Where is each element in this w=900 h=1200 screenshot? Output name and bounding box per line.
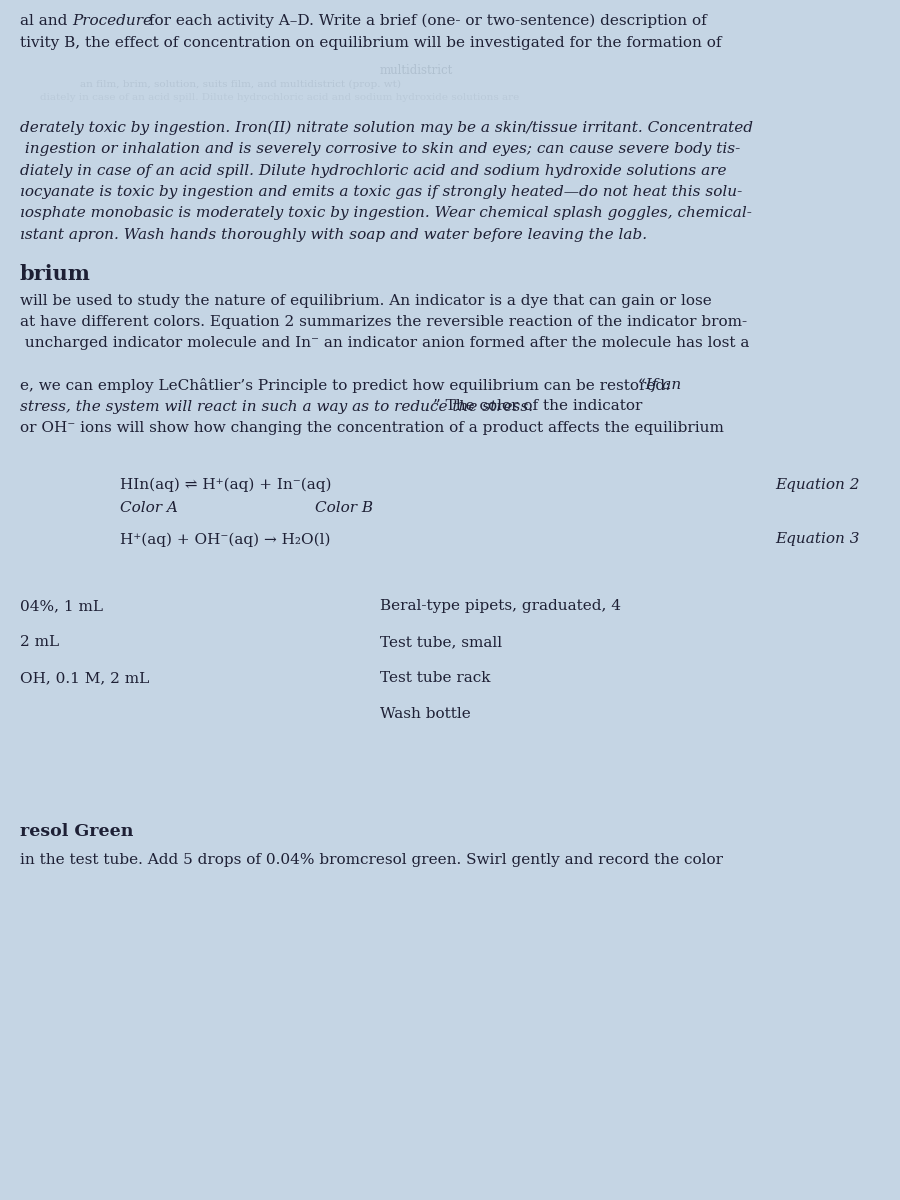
Text: for each activity A–D. Write a brief (one- or two-sentence) description of: for each activity A–D. Write a brief (on… bbox=[144, 14, 706, 29]
Text: diately in case of an acid spill. Dilute hydrochloric acid and sodium hydroxide : diately in case of an acid spill. Dilute… bbox=[40, 94, 519, 102]
Text: multidistrict: multidistrict bbox=[380, 64, 453, 77]
Text: e, we can employ LeChâtlier’s Principle to predict how equilibrium can be restor: e, we can employ LeChâtlier’s Principle … bbox=[20, 378, 675, 392]
Text: Beral-type pipets, graduated, 4: Beral-type pipets, graduated, 4 bbox=[380, 599, 621, 613]
Text: ıosphate monobasic is moderately toxic by ingestion. Wear chemical splash goggle: ıosphate monobasic is moderately toxic b… bbox=[20, 206, 751, 221]
Text: 2 mL: 2 mL bbox=[20, 635, 58, 649]
Text: resol Green: resol Green bbox=[20, 823, 133, 840]
Text: Wash bottle: Wash bottle bbox=[380, 707, 471, 721]
Text: OH, 0.1 M, 2 mL: OH, 0.1 M, 2 mL bbox=[20, 671, 149, 685]
Text: Test tube rack: Test tube rack bbox=[380, 671, 491, 685]
Text: Test tube, small: Test tube, small bbox=[380, 635, 502, 649]
Text: 04%, 1 mL: 04%, 1 mL bbox=[20, 599, 103, 613]
Text: an film, brim, solution, suits film, and multidistrict (prop. wt): an film, brim, solution, suits film, and… bbox=[80, 79, 400, 89]
Text: stress, the system will react in such a way as to reduce the stress.: stress, the system will react in such a … bbox=[20, 400, 533, 414]
Text: ıstant apron. Wash hands thoroughly with soap and water before leaving the lab.: ıstant apron. Wash hands thoroughly with… bbox=[20, 228, 647, 242]
Text: HIn(aq) ⇌ H⁺(aq) + In⁻(aq): HIn(aq) ⇌ H⁺(aq) + In⁻(aq) bbox=[120, 478, 331, 492]
Text: will be used to study the nature of equilibrium. An indicator is a dye that can : will be used to study the nature of equi… bbox=[20, 294, 712, 307]
Text: brium: brium bbox=[20, 264, 91, 283]
Text: tivity B, the effect of concentration on equilibrium will be investigated for th: tivity B, the effect of concentration on… bbox=[20, 36, 721, 49]
Text: al and: al and bbox=[20, 14, 72, 28]
Text: uncharged indicator molecule and In⁻ an indicator anion formed after the molecul: uncharged indicator molecule and In⁻ an … bbox=[20, 336, 749, 350]
Text: H⁺(aq) + OH⁻(aq) → H₂O(l): H⁺(aq) + OH⁻(aq) → H₂O(l) bbox=[120, 533, 330, 547]
Text: or OH⁻ ions will show how changing the concentration of a product affects the eq: or OH⁻ ions will show how changing the c… bbox=[20, 421, 724, 434]
Text: Equation 2: Equation 2 bbox=[776, 478, 860, 492]
Text: ingestion or inhalation and is severely corrosive to skin and eyes; can cause se: ingestion or inhalation and is severely … bbox=[20, 142, 740, 156]
Text: Equation 3: Equation 3 bbox=[776, 533, 860, 546]
Text: Color B: Color B bbox=[315, 502, 374, 515]
Text: diately in case of an acid spill. Dilute hydrochloric acid and sodium hydroxide : diately in case of an acid spill. Dilute… bbox=[20, 163, 726, 178]
Text: derately toxic by ingestion. Iron(II) nitrate solution may be a skin/tissue irri: derately toxic by ingestion. Iron(II) ni… bbox=[20, 120, 752, 134]
Text: ” The color of the indicator: ” The color of the indicator bbox=[433, 400, 643, 414]
Text: Procedure: Procedure bbox=[72, 14, 152, 28]
Text: Color A: Color A bbox=[120, 502, 178, 515]
Text: at have different colors. Equation 2 summarizes the reversible reaction of the i: at have different colors. Equation 2 sum… bbox=[20, 314, 747, 329]
Text: in the test tube. Add 5 drops of 0.04% bromcresol green. Swirl gently and record: in the test tube. Add 5 drops of 0.04% b… bbox=[20, 853, 723, 866]
Text: “If an: “If an bbox=[638, 378, 681, 392]
Text: ıocyanate is toxic by ingestion and emits a toxic gas if strongly heated—do not : ıocyanate is toxic by ingestion and emit… bbox=[20, 185, 742, 199]
